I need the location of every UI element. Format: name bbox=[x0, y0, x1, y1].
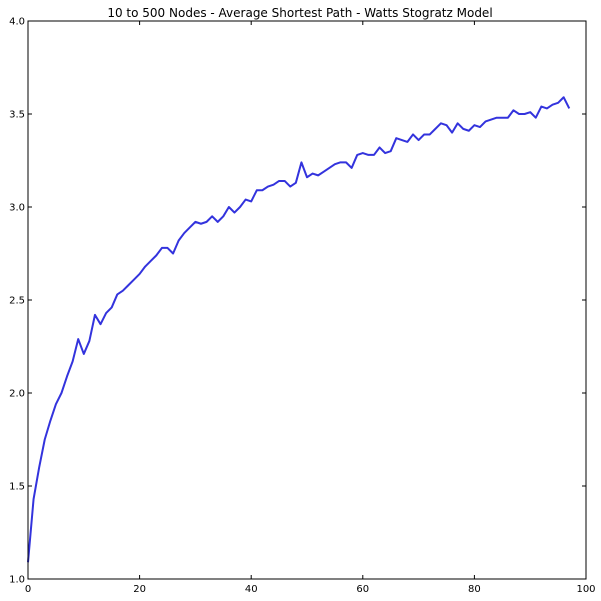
chart-title: 10 to 500 Nodes - Average Shortest Path … bbox=[107, 6, 492, 20]
axis-ticks: 0 20 40 60 80 100 1.0 1.5 2.0 2.5 3.0 3.5 4.0 bbox=[9, 17, 595, 596]
x-tick-label: 40 bbox=[245, 584, 258, 595]
y-tick-label: 4.0 bbox=[9, 17, 25, 28]
plot-frame bbox=[27, 20, 587, 580]
x-tick-label: 80 bbox=[468, 584, 481, 595]
x-tick-label: 60 bbox=[356, 584, 369, 595]
y-tick-label: 3.5 bbox=[9, 110, 25, 121]
x-tick-label: 20 bbox=[133, 584, 146, 595]
y-tick-label: 3.0 bbox=[9, 203, 25, 214]
series-layer bbox=[27, 96, 571, 563]
x-tick-label: 100 bbox=[576, 584, 595, 595]
y-tick-label: 1.0 bbox=[9, 575, 25, 586]
x-tick-label: 0 bbox=[25, 584, 31, 595]
y-tick-label: 2.5 bbox=[9, 296, 25, 307]
y-tick-label: 2.0 bbox=[9, 389, 25, 400]
series-line bbox=[27, 96, 571, 563]
y-tick-label: 1.5 bbox=[9, 482, 25, 493]
